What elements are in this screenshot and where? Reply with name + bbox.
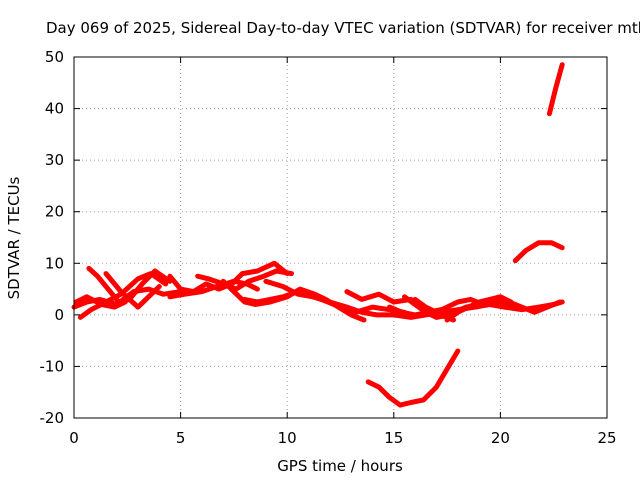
- y-tick-label: 50: [45, 48, 64, 66]
- x-tick-label: 0: [69, 429, 79, 447]
- x-tick-label: 5: [176, 429, 186, 447]
- y-tick-label: -10: [40, 357, 65, 375]
- series-line-sat-r: [512, 240, 565, 264]
- x-tick-label: 15: [384, 429, 403, 447]
- x-tick-label: 20: [491, 429, 510, 447]
- series-line-sat-s: [546, 62, 565, 117]
- grid-lines: [74, 57, 607, 418]
- x-tick-label: 25: [597, 429, 616, 447]
- axis-ticks: 0 5 10 15 20 25 -20 -10 0 10 20 30 40 50: [40, 48, 617, 447]
- y-tick-label: 0: [54, 306, 64, 324]
- y-tick-label: -20: [40, 409, 65, 427]
- series-line-sat-n: [402, 294, 452, 320]
- series-line-sat-q: [365, 348, 461, 408]
- y-tick-label: 40: [45, 100, 64, 118]
- series-line-sat-h: [195, 268, 294, 292]
- y-tick-label: 10: [45, 254, 64, 272]
- series-line-sat-j: [220, 278, 367, 323]
- series-line-sat-p: [444, 294, 514, 323]
- x-axis-label: GPS time / hours: [277, 457, 403, 475]
- series-layer: [71, 62, 565, 408]
- series-line-sat-d: [73, 294, 128, 310]
- x-tick-label: 10: [278, 429, 297, 447]
- plot-frame: [73, 56, 608, 419]
- y-tick-label: 20: [45, 203, 64, 221]
- y-axis-label: SDTVAR / TECUs: [5, 176, 23, 299]
- series-line-sat-o: [412, 296, 563, 315]
- chart-title: Day 069 of 2025, Sidereal Day-to-day VTE…: [46, 19, 640, 37]
- y-tick-label: 30: [45, 151, 64, 169]
- series-line-sat-e: [103, 271, 162, 310]
